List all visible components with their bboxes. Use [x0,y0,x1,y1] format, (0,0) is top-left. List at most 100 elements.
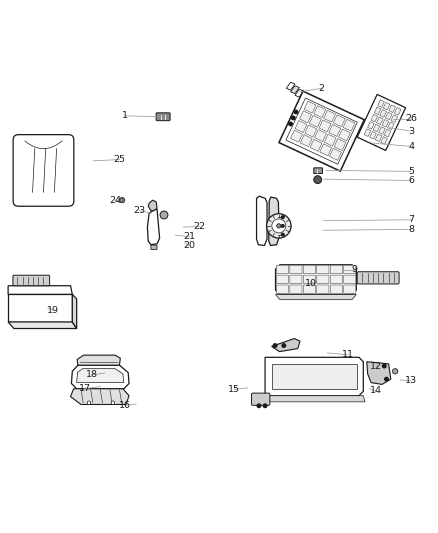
Polygon shape [339,129,350,141]
Circle shape [282,344,286,348]
FancyBboxPatch shape [304,265,315,274]
Circle shape [87,401,91,405]
FancyBboxPatch shape [330,265,343,274]
Polygon shape [388,122,394,130]
Polygon shape [295,120,307,133]
Text: 3: 3 [408,127,414,136]
Polygon shape [334,139,346,151]
FancyBboxPatch shape [13,135,74,206]
Polygon shape [265,357,363,395]
Polygon shape [257,196,267,246]
Polygon shape [320,144,332,156]
Polygon shape [378,127,385,134]
FancyBboxPatch shape [290,275,302,284]
Polygon shape [385,112,392,120]
Polygon shape [72,294,77,328]
FancyBboxPatch shape [304,285,315,294]
Text: 8: 8 [408,225,414,234]
Text: 13: 13 [405,376,417,385]
Polygon shape [276,265,357,294]
Polygon shape [305,125,317,137]
FancyBboxPatch shape [357,272,399,284]
Text: 19: 19 [47,305,59,314]
Polygon shape [148,200,157,212]
Text: 4: 4 [408,142,414,151]
Polygon shape [71,389,129,405]
Polygon shape [286,82,295,90]
Circle shape [257,404,261,408]
FancyBboxPatch shape [304,275,315,284]
Polygon shape [391,115,398,123]
Polygon shape [389,105,396,112]
FancyBboxPatch shape [330,275,343,284]
Text: 20: 20 [184,241,195,250]
FancyBboxPatch shape [151,245,157,249]
Polygon shape [269,197,279,246]
Polygon shape [329,148,341,160]
Text: 23: 23 [134,206,145,215]
FancyBboxPatch shape [344,275,356,284]
Circle shape [385,377,388,381]
Polygon shape [148,209,159,245]
Circle shape [267,214,291,238]
Circle shape [111,401,115,405]
Circle shape [263,404,267,408]
FancyBboxPatch shape [156,113,170,120]
Circle shape [314,176,321,183]
FancyBboxPatch shape [317,275,329,284]
FancyBboxPatch shape [276,265,289,274]
Polygon shape [290,86,299,94]
Circle shape [392,369,398,374]
Circle shape [277,224,281,228]
Text: 18: 18 [86,370,99,379]
Circle shape [282,224,284,227]
Polygon shape [367,362,391,384]
Circle shape [160,211,168,219]
Circle shape [273,344,277,348]
Polygon shape [300,111,311,123]
Text: 6: 6 [408,176,414,185]
Text: 1: 1 [122,111,128,120]
FancyBboxPatch shape [344,285,356,294]
Polygon shape [310,139,322,151]
Polygon shape [8,322,77,328]
Text: 17: 17 [78,384,91,393]
Polygon shape [375,134,382,142]
Polygon shape [309,115,321,127]
Polygon shape [324,110,336,122]
Text: 26: 26 [405,115,417,124]
Circle shape [282,216,284,219]
Circle shape [120,198,125,203]
FancyBboxPatch shape [13,275,49,286]
FancyBboxPatch shape [251,393,270,405]
Text: 11: 11 [342,350,354,359]
Circle shape [282,233,284,236]
Polygon shape [71,365,129,389]
Polygon shape [8,294,72,322]
Polygon shape [373,124,380,132]
Text: 25: 25 [113,155,125,164]
Polygon shape [290,130,303,142]
Circle shape [272,219,286,233]
Polygon shape [299,93,308,101]
Polygon shape [333,115,345,127]
Polygon shape [314,130,326,142]
Text: 24: 24 [109,196,121,205]
Polygon shape [8,286,72,294]
Polygon shape [370,132,376,139]
Polygon shape [279,91,364,171]
Text: 21: 21 [184,232,195,241]
Circle shape [382,364,386,368]
Polygon shape [324,134,336,146]
Polygon shape [295,89,304,97]
Polygon shape [329,125,341,136]
FancyBboxPatch shape [317,285,329,294]
Polygon shape [304,101,316,113]
Text: 15: 15 [228,385,240,394]
Polygon shape [319,120,331,132]
Polygon shape [300,135,312,147]
Text: 5: 5 [408,167,414,176]
FancyBboxPatch shape [276,275,289,284]
Circle shape [289,122,292,126]
Circle shape [294,110,298,114]
